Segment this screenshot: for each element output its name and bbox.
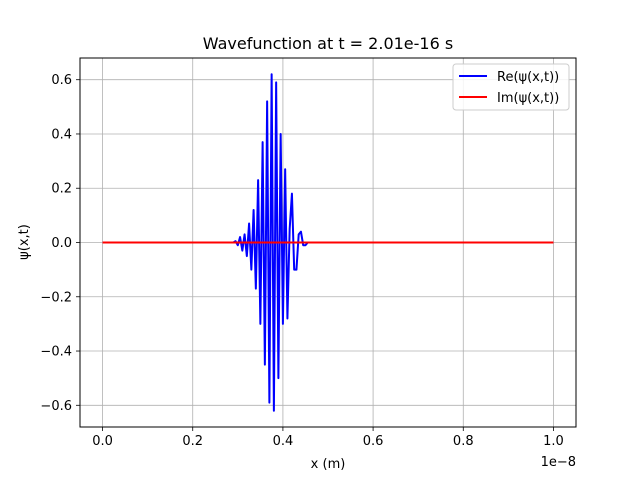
axis-ticks: 0.0 0.2 0.4 0.6 0.8 1.0 −0.6 −0.4 −0.2 0.0 0.2 0.4 0… <box>40 73 563 449</box>
y-tick-label: −0.4 <box>40 345 72 360</box>
y-tick-label: 0.4 <box>51 127 72 142</box>
x-tick-label: 0.6 <box>363 434 384 449</box>
legend-label-im: Im(ψ(x,t)) <box>497 91 559 106</box>
legend: Re(ψ(x,t)) Im(ψ(x,t)) <box>452 63 570 111</box>
y-tick-label: 0.2 <box>51 182 72 197</box>
y-tick-label: −0.2 <box>40 290 72 305</box>
y-tick-label: −0.6 <box>40 399 72 414</box>
x-tick-label: 0.8 <box>453 434 474 449</box>
x-offset-label: 1e−8 <box>541 455 576 470</box>
x-tick-label: 1.0 <box>543 434 564 449</box>
x-tick-label: 0.0 <box>92 434 113 449</box>
plot-series <box>102 73 554 412</box>
y-tick-label: 0.6 <box>51 73 72 88</box>
y-axis-label: ψ(x,t) <box>17 224 32 260</box>
y-tick-label: 0.0 <box>51 236 72 251</box>
x-axis-label: x (m) <box>311 457 346 472</box>
legend-label-re: Re(ψ(x,t)) <box>497 70 559 85</box>
chart-title: Wavefunction at t = 2.01e-16 s <box>203 34 453 53</box>
x-tick-label: 0.2 <box>182 434 203 449</box>
x-tick-label: 0.4 <box>273 434 294 449</box>
series-line-real <box>102 73 554 412</box>
